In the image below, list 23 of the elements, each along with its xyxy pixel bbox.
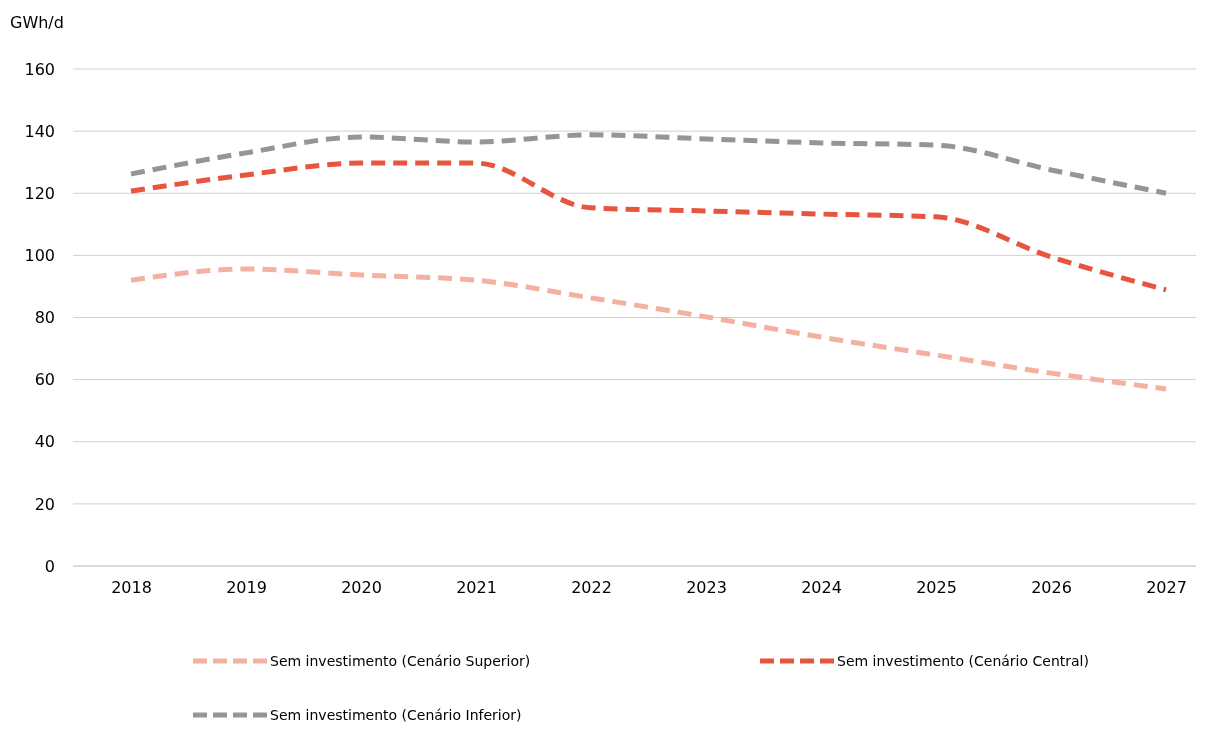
x-tick-label: 2027 bbox=[1146, 578, 1187, 598]
x-tick-label: 2023 bbox=[686, 578, 727, 598]
y-tick-label: 0 bbox=[44, 556, 55, 576]
x-tick-label: 2025 bbox=[916, 578, 957, 598]
x-tick-label: 2024 bbox=[801, 578, 842, 598]
y-tick-label: 160 bbox=[24, 59, 55, 79]
legend-label: Sem investimento (Cenário Superior) bbox=[270, 653, 531, 669]
y-tick-label: 80 bbox=[34, 308, 55, 328]
y-tick-label: 40 bbox=[34, 432, 55, 452]
y-tick-label: 60 bbox=[34, 370, 55, 390]
y-tick-label: 20 bbox=[34, 494, 55, 514]
legend-label: Sem investimento (Cenário Central) bbox=[837, 653, 1089, 669]
x-tick-label: 2022 bbox=[571, 578, 612, 598]
legend-label: Sem investimento (Cenário Inferior) bbox=[270, 707, 522, 723]
x-tick-label: 2020 bbox=[341, 578, 382, 598]
x-tick-label: 2018 bbox=[111, 578, 152, 598]
y-tick-label: 140 bbox=[24, 121, 55, 141]
y-axis-title: GWh/d bbox=[10, 13, 64, 32]
x-tick-label: 2019 bbox=[226, 578, 267, 598]
y-tick-label: 100 bbox=[24, 245, 55, 265]
x-tick-label: 2026 bbox=[1031, 578, 1072, 598]
y-tick-label: 120 bbox=[24, 183, 55, 203]
x-tick-label: 2021 bbox=[456, 578, 497, 598]
